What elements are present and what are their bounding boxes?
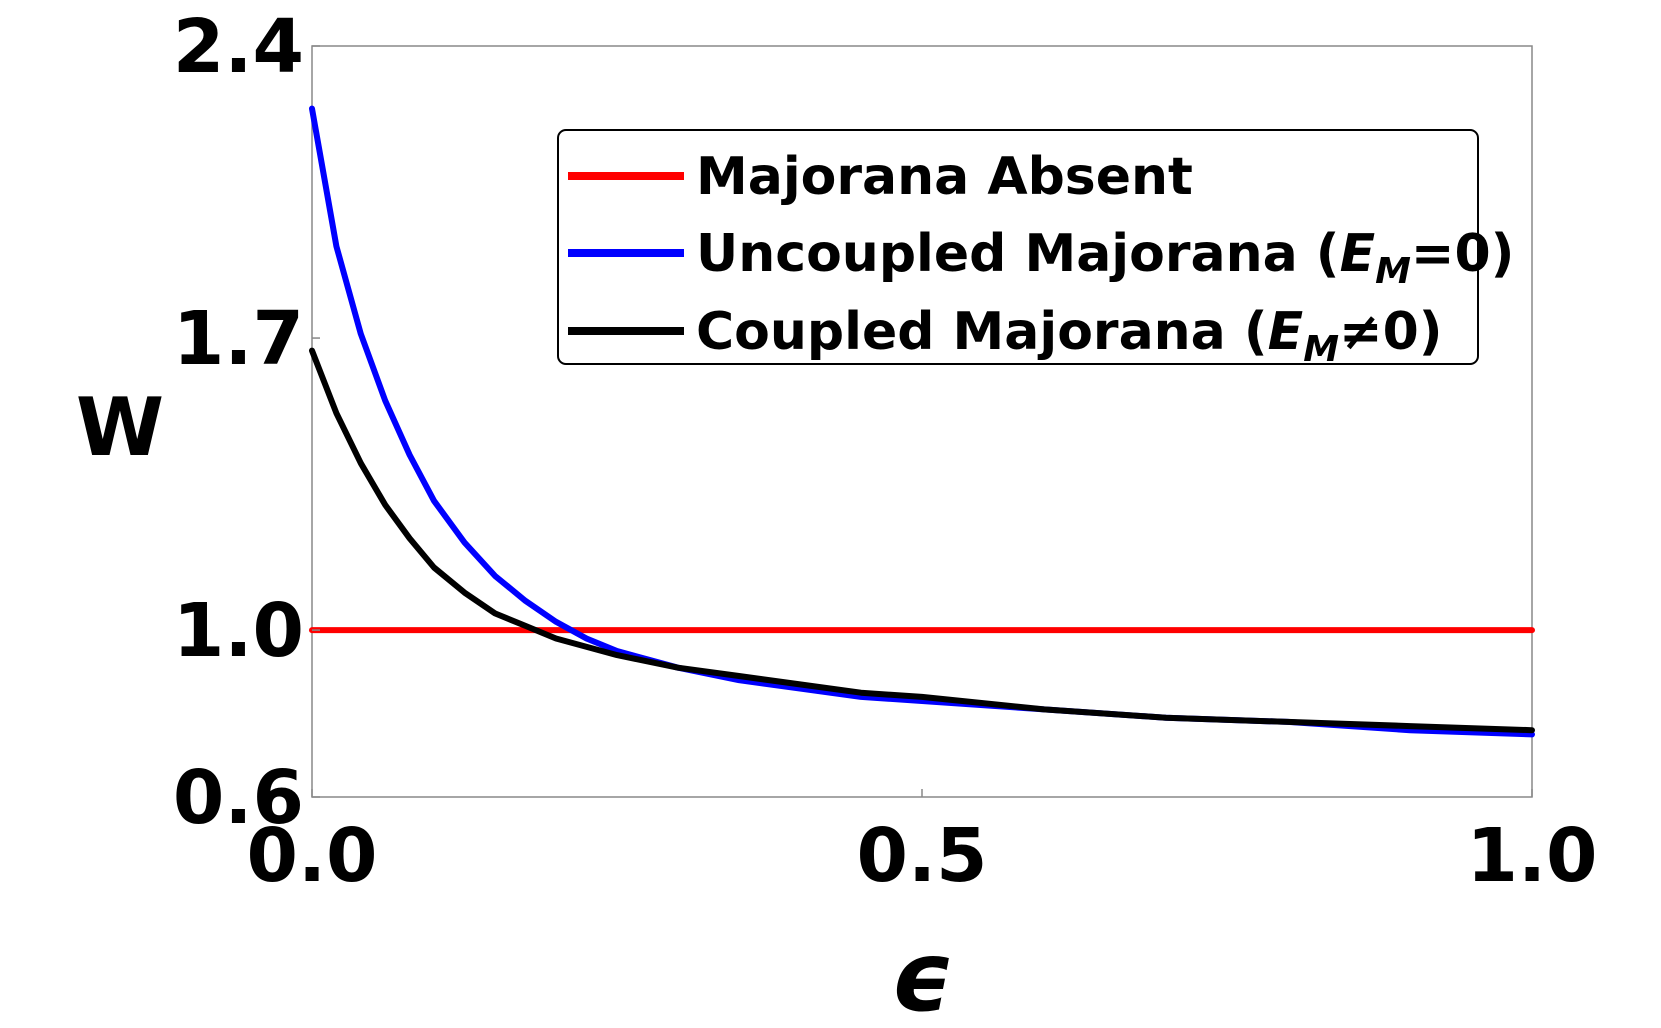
x-tick-label: 0.0 [246, 813, 377, 899]
legend-box [557, 129, 1479, 365]
legend-label-tail: =0) [1411, 224, 1515, 284]
legend-label-main: Majorana Absent [696, 147, 1193, 207]
legend-label-variable: E [1268, 302, 1304, 362]
y-tick-label: 1.0 [173, 588, 304, 674]
legend-label-main: Uncoupled Majorana ( [696, 224, 1340, 284]
y-tick-label: 1.7 [173, 296, 304, 382]
legend-label-variable: E [1340, 224, 1376, 284]
y-axis-label: W [76, 381, 164, 474]
legend-label-tail: ≠0) [1339, 302, 1443, 362]
legend-label-1: Majorana Absent [696, 147, 1193, 207]
tick-layer: 0.6 1.0 1.7 2.4 0.0 0.5 1.0 [173, 4, 1598, 899]
x-axis-label: ϵ [891, 921, 953, 1028]
x-tick-label: 0.5 [856, 813, 987, 899]
legend-label-subscript: M [1375, 251, 1411, 292]
series-layer [309, 105, 1535, 738]
legend-label-main: Coupled Majorana ( [696, 302, 1268, 362]
legend-label-subscript: M [1303, 329, 1339, 370]
series-line-3 [309, 347, 1535, 734]
legend-label-3: Coupled Majorana (EM≠0) [696, 302, 1443, 370]
x-tick-label: 1.0 [1466, 813, 1597, 899]
y-tick-label: 2.4 [173, 4, 304, 90]
y-tick-label: 0.6 [173, 755, 304, 841]
legend-label-2: Uncoupled Majorana (EM=0) [696, 224, 1514, 292]
